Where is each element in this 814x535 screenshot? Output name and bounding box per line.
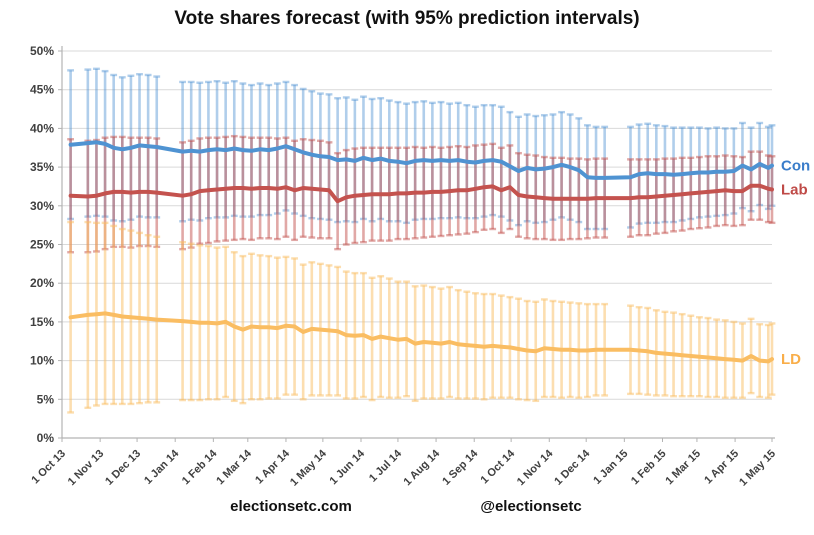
x-axis-label: 1 Oct 13 xyxy=(29,448,68,487)
series-line-lab xyxy=(68,183,774,204)
y-axis-label: 45% xyxy=(30,83,54,97)
x-axis-label: 1 Jan 15 xyxy=(591,448,630,487)
footer-website: electionsetc.com xyxy=(230,498,352,515)
x-axis-label: 1 Nov 14 xyxy=(515,447,556,488)
y-axis-label: 15% xyxy=(30,315,54,329)
x-axis-label: 1 Dec 14 xyxy=(552,447,593,488)
x-axis-label: 1 Feb 15 xyxy=(629,448,669,488)
x-axis-label: 1 Mar 15 xyxy=(663,448,703,488)
x-axis-label: 1 Mar 14 xyxy=(214,447,254,487)
series-label-ld: LD xyxy=(781,351,801,368)
y-axis-label: 40% xyxy=(30,121,54,135)
x-axis-label: 1 May 14 xyxy=(288,447,330,489)
x-axis-label: 1 Jan 14 xyxy=(142,447,182,487)
series-label-con: Con xyxy=(781,158,810,175)
x-axis-label: 1 Feb 14 xyxy=(180,447,220,487)
series-label-lab: Lab xyxy=(781,182,808,199)
y-axis-label: 0% xyxy=(37,431,55,445)
series-line-ld xyxy=(68,311,774,364)
series-line-con xyxy=(68,140,774,180)
y-axis-label: 25% xyxy=(30,238,54,252)
x-axis-label: 1 Jun 14 xyxy=(328,447,368,487)
x-axis-label: 1 Jul 14 xyxy=(367,447,405,485)
footer-twitter: @electionsetc xyxy=(480,498,582,515)
x-axis-label: 1 Sep 14 xyxy=(440,447,481,488)
x-axis-label: 1 Dec 13 xyxy=(103,448,143,488)
y-axis-label: 20% xyxy=(30,276,54,290)
x-axis-label: 1 Oct 14 xyxy=(478,447,517,486)
chart-title: Vote shares forecast (with 95% predictio… xyxy=(174,8,640,29)
x-axis-label: 1 Apr 15 xyxy=(702,448,741,487)
x-axis-label: 1 May 15 xyxy=(737,448,778,489)
y-axis-label: 35% xyxy=(30,160,54,174)
x-axis-label: 1 Nov 13 xyxy=(66,448,106,488)
y-axis-label: 5% xyxy=(37,392,55,406)
y-axis-label: 10% xyxy=(30,354,54,368)
interval-bars-ld xyxy=(67,220,776,414)
y-axis-label: 50% xyxy=(30,44,54,58)
x-axis-label: 1 Aug 14 xyxy=(402,447,443,488)
x-axis-label: 1 Apr 14 xyxy=(253,447,293,487)
y-axis-label: 30% xyxy=(30,199,54,213)
